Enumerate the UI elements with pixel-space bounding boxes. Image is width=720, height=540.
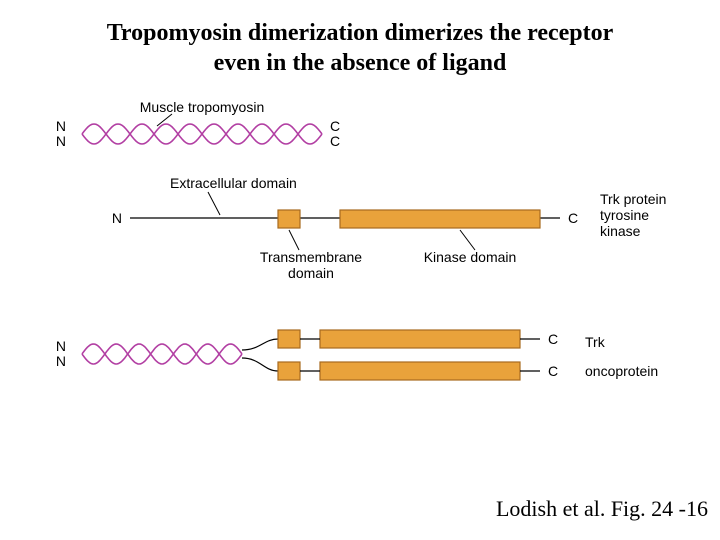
trk-protein-label-3: kinase <box>600 223 641 239</box>
c-terminus-label: C <box>330 133 340 149</box>
c-terminus-label: C <box>330 118 340 134</box>
transmembrane-domain-box <box>278 362 300 380</box>
title-line-1: Tropomyosin dimerization dimerizes the r… <box>107 20 614 46</box>
transmembrane-domain-label-2: domain <box>288 265 334 281</box>
kinase-domain-box <box>320 330 520 348</box>
n-terminus-label: N <box>112 210 122 226</box>
kinase-domain-box <box>320 362 520 380</box>
transmembrane-domain-box <box>278 210 300 228</box>
n-terminus-label: N <box>56 353 66 369</box>
citation-text: Lodish et al. Fig. 24 -16 <box>496 496 708 521</box>
page-title: Tropomyosin dimerization dimerizes the r… <box>0 18 720 78</box>
trk-oncoprotein-label-2: oncoprotein <box>585 363 658 379</box>
n-terminus-label: N <box>56 338 66 354</box>
kinase-domain-box <box>340 210 540 228</box>
diagram-svg: NNCCMuscle tropomyosinNCExtracellular do… <box>40 100 680 430</box>
c-terminus-label: C <box>548 363 558 379</box>
kinase-domain-label: Kinase domain <box>424 249 517 265</box>
citation: Lodish et al. Fig. 24 -16 <box>496 496 708 522</box>
transmembrane-domain-label: Transmembrane <box>260 249 362 265</box>
n-terminus-label: N <box>56 133 66 149</box>
diagram-area: NNCCMuscle tropomyosinNCExtracellular do… <box>40 100 680 430</box>
muscle-tropomyosin-label: Muscle tropomyosin <box>140 100 265 115</box>
trk-protein-label-2: tyrosine <box>600 207 649 223</box>
title-line-2: even in the absence of ligand <box>214 50 507 76</box>
c-terminus-label: C <box>548 331 558 347</box>
c-terminus-label: C <box>568 210 578 226</box>
transmembrane-domain-box <box>278 330 300 348</box>
trk-protein-label: Trk protein <box>600 191 666 207</box>
extracellular-domain-label: Extracellular domain <box>170 175 297 191</box>
trk-oncoprotein-label: Trk <box>585 334 606 350</box>
n-terminus-label: N <box>56 118 66 134</box>
